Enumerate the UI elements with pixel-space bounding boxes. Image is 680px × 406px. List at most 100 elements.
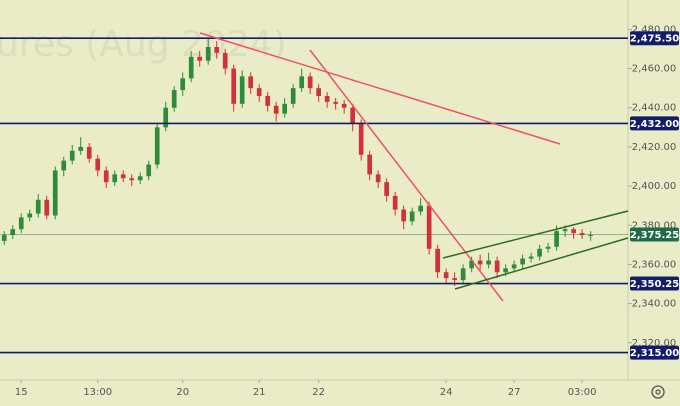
candle-body [95,158,101,171]
level-label-box [630,116,679,131]
candle-body [545,246,551,249]
candle-body [205,47,211,61]
x-tick-label: 15 [15,387,28,398]
candle-body [248,76,254,89]
candle-body [350,107,356,124]
candle-body [486,260,491,265]
candle-body [588,235,593,237]
candle-body [61,160,67,171]
candle-body [222,52,228,69]
candle-body [231,68,237,104]
candle-body [52,170,58,216]
level-label: 2,432.00 [630,119,679,130]
x-tick-label: 21 [253,387,266,398]
candle-body [409,211,415,222]
candle-body [197,56,203,61]
channel-line [442,210,629,259]
candle-body [324,95,330,102]
watermark: ures (Aug 2024) [0,24,287,65]
candle-body [137,176,143,181]
candle-body [460,268,466,281]
candle-body [69,150,75,161]
x-tick-label: 24 [440,387,453,398]
y-tick-label: 2,320.00 [632,338,677,349]
candle-body [384,182,389,196]
candle-body [129,178,135,181]
candle-body [435,248,440,273]
candle-body [120,174,126,179]
y-tick-label: 2,400.00 [632,181,677,192]
candle-body [10,229,16,236]
candle-body [443,272,449,279]
y-tick-label: 2,360.00 [632,259,677,270]
level-label-box [630,276,679,291]
y-tick-label: 2,340.00 [632,299,677,310]
candle-body [112,174,118,183]
candle-body [562,229,568,232]
candle-body [494,260,500,273]
y-tick-label: 2,420.00 [632,142,677,153]
settings-icon-center [655,389,661,395]
candle-body [316,88,322,96]
candle-body [307,76,313,89]
candle-body [18,217,24,230]
plot [0,37,628,354]
candle-body [214,47,220,53]
level-label: 2,475.50 [630,34,679,45]
candle-body [452,278,457,281]
candle-body [392,195,398,210]
level-label: 2,375.25 [630,230,679,241]
candle-body [537,248,542,257]
candle-body [426,205,432,249]
candle-body [35,199,41,214]
candle-body [154,127,160,165]
settings-icon[interactable] [651,385,665,399]
candle-body [503,268,508,273]
candle-body [367,154,372,175]
candle-body [418,205,423,212]
level-label-box [630,31,679,46]
candle-body [27,213,33,218]
y-tick-label: 2,440.00 [632,103,677,114]
level-label: 2,350.25 [630,279,679,290]
candle-body [86,146,92,159]
candle-body [78,146,84,151]
x-tick-label: 22 [312,387,325,398]
candle-body [103,170,109,183]
candle-body [282,103,288,114]
trendline [199,32,561,145]
y-tick-label: 2,480.00 [632,24,677,35]
candle-body [188,56,194,79]
x-tick-label: 03:00 [568,387,597,398]
candle-body [273,105,279,114]
candle-body [299,76,305,89]
x-tick-label: 20 [176,387,189,398]
candle-body [341,103,347,108]
candle-body [146,164,152,177]
candle-body [469,260,474,269]
level-label-box [630,345,679,360]
candle-body [401,209,406,222]
level-label: 2,315.00 [630,348,679,359]
candle-body [1,235,7,241]
drawings [199,32,629,302]
candle-body [554,231,559,247]
candle-body [375,174,381,183]
candle-body [520,258,525,265]
y-tick-label: 2,380.00 [632,220,677,231]
candle-body [44,199,50,216]
candle-body [571,229,576,234]
candle-body [358,123,364,155]
y-tick-label: 2,460.00 [632,64,677,75]
candle-body [333,101,339,104]
x-tick-label: 13:00 [83,387,112,398]
x-tick-label: 27 [508,387,521,398]
level-label-box [630,227,679,242]
candle-body [180,78,186,91]
candle-body [579,233,585,236]
candle-body [256,88,262,96]
channel-line [454,237,629,290]
